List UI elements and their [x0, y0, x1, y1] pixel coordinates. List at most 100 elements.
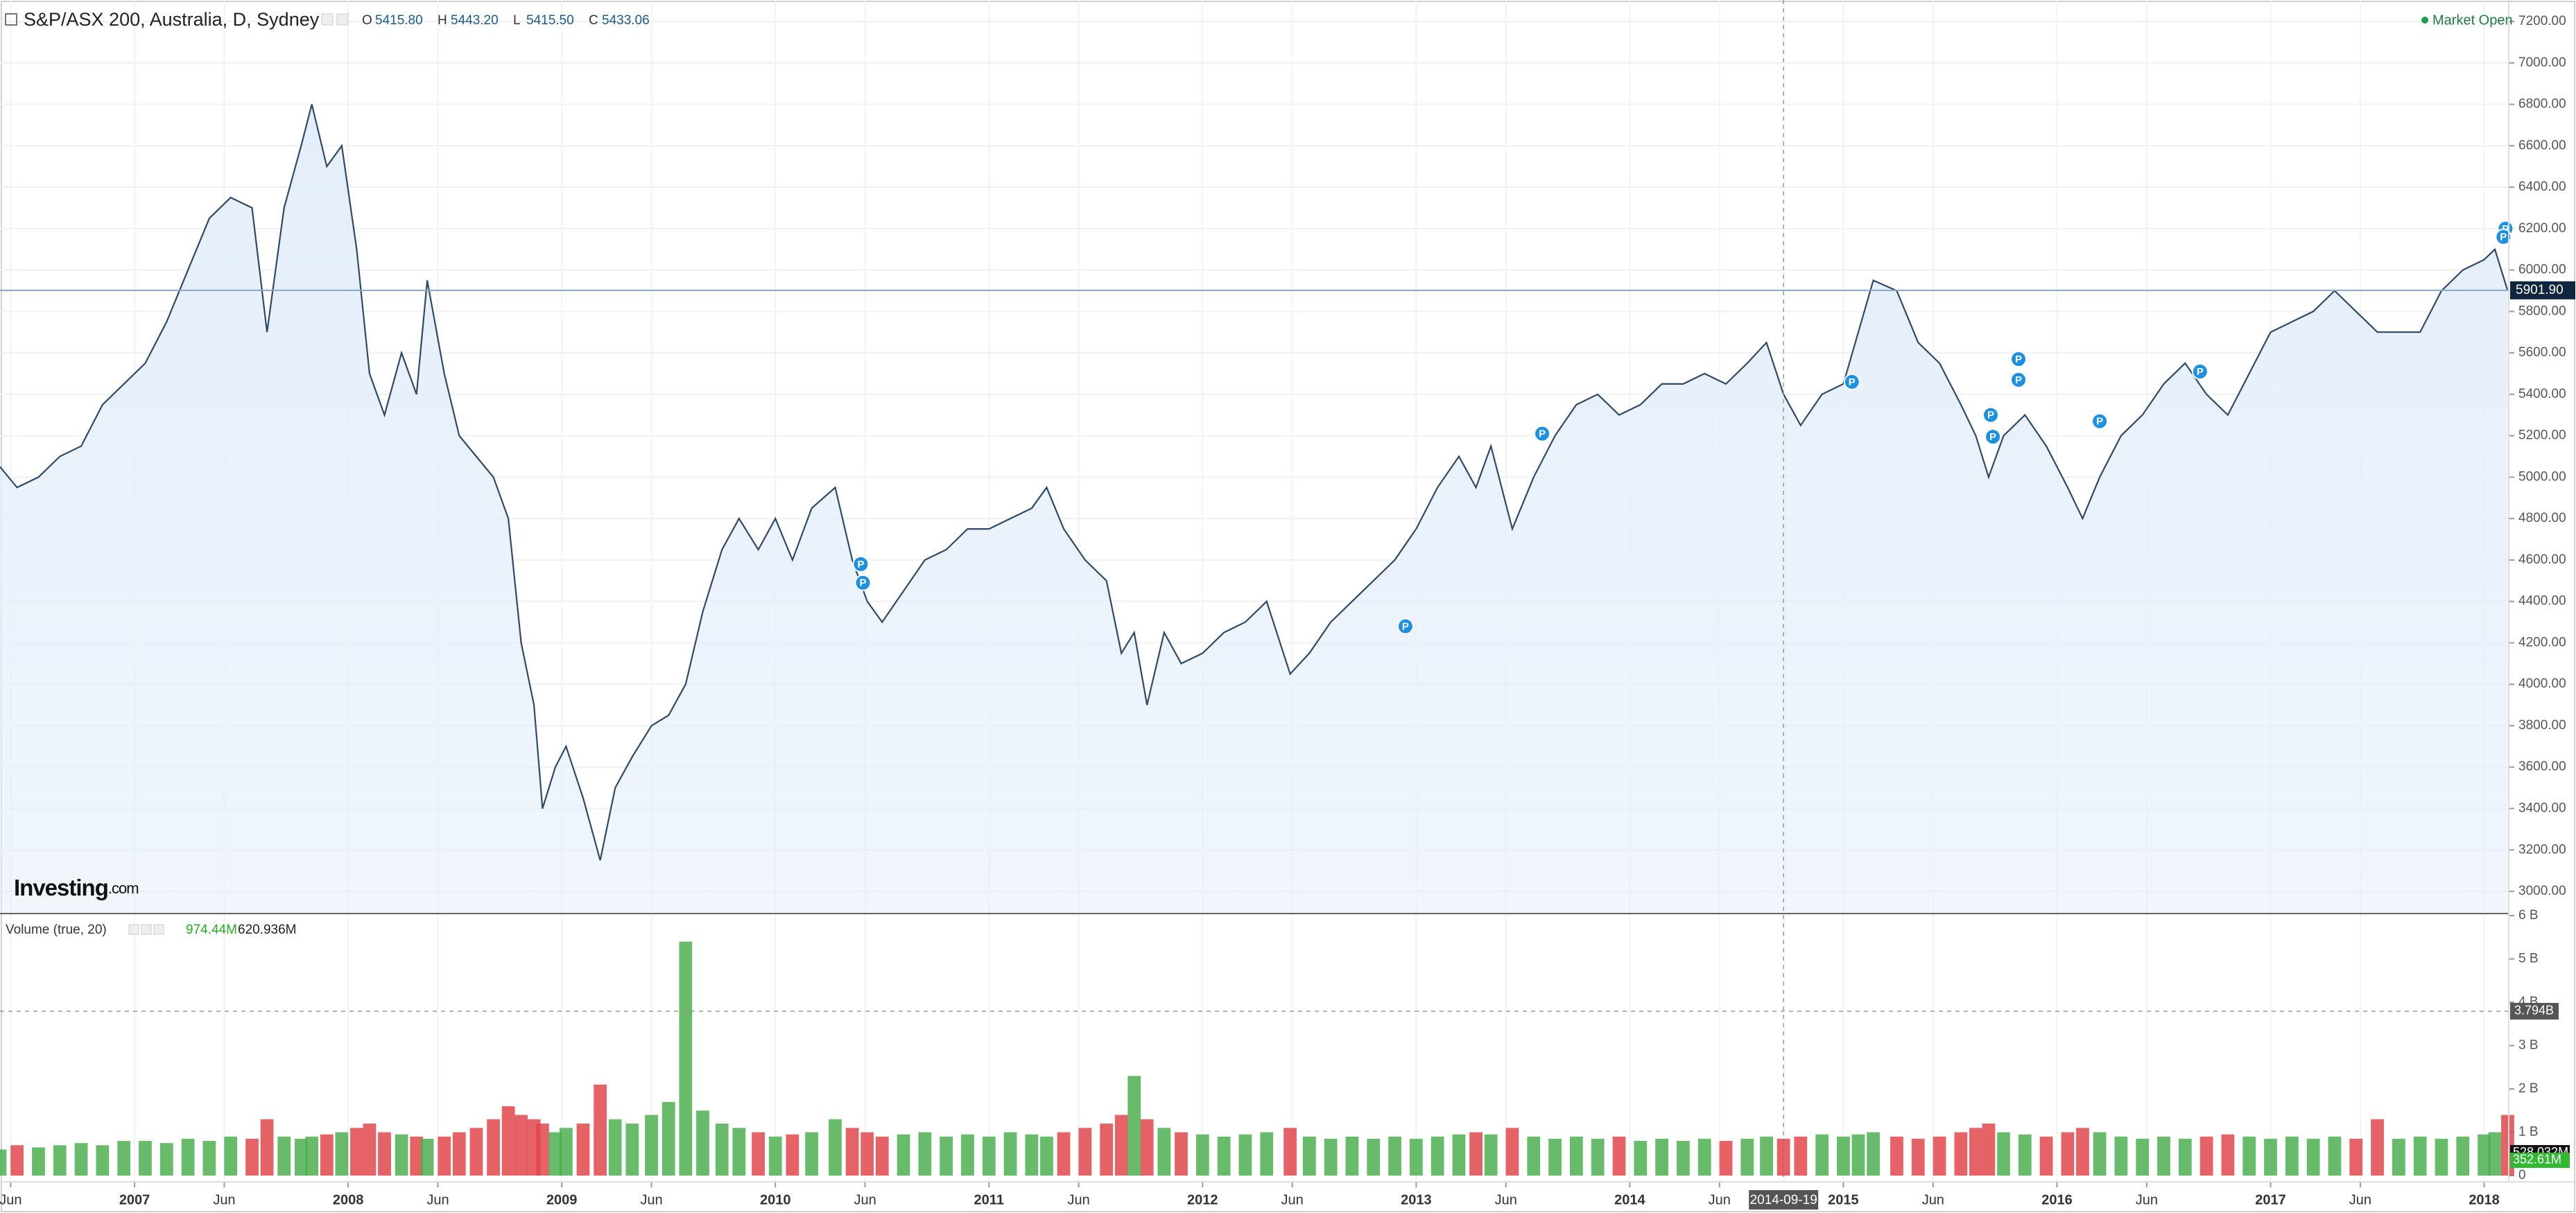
last-price-box	[2510, 281, 2575, 299]
event-marker	[1985, 428, 2002, 446]
volume-bar	[2488, 1132, 2502, 1176]
event-marker	[1534, 425, 1551, 442]
x-tick-label: 2018	[2469, 1192, 2500, 1207]
event-label: P	[2015, 354, 2022, 365]
volume-bar	[786, 1134, 799, 1176]
event-label: P	[2197, 366, 2204, 378]
event-label: P	[1402, 620, 1409, 632]
volume-bar	[420, 1138, 434, 1176]
volume-bar	[1195, 1134, 1209, 1176]
event-marker	[1397, 618, 1414, 635]
volume-bar	[1388, 1136, 1401, 1176]
y-tick-label: 7000.00	[2518, 55, 2566, 70]
icon[interactable]	[321, 13, 334, 26]
volume-bar	[452, 1132, 466, 1176]
volume-bar	[2413, 1136, 2427, 1176]
volume-bar	[1217, 1136, 1231, 1176]
market-status: Market Open	[2432, 12, 2513, 28]
volume-title: Volume (true, 20)	[6, 923, 107, 937]
event-label: P	[1987, 410, 1994, 421]
volume-bar	[918, 1132, 932, 1176]
y-tick-label: 3600.00	[2518, 760, 2566, 774]
volume-bar	[2076, 1128, 2089, 1176]
volume-bar	[2157, 1136, 2170, 1176]
volume-bar	[875, 1136, 889, 1176]
volume-bar	[594, 1084, 607, 1176]
volume-bar	[1127, 1076, 1141, 1176]
ohlc-value: 5443.20	[451, 13, 499, 28]
volume-bar	[0, 1149, 7, 1176]
x-tick-label: Jun	[2136, 1192, 2158, 1207]
x-tick-label: 2017	[2255, 1192, 2286, 1207]
volume-bar	[1025, 1134, 1039, 1176]
ohlc-value: 5433.06	[602, 13, 650, 28]
y-tick-label: 3200.00	[2518, 842, 2566, 857]
icon[interactable]	[141, 924, 152, 935]
volume-bar	[1655, 1138, 1668, 1176]
icon[interactable]	[336, 13, 349, 26]
volume-bar	[2199, 1136, 2213, 1176]
volume-bar	[1345, 1136, 1359, 1176]
volume-bar	[1409, 1138, 1423, 1176]
y-tick-label: 4200.00	[2518, 635, 2566, 649]
x-tick-label: Jun	[1495, 1192, 1517, 1207]
icon[interactable]	[128, 924, 139, 935]
volume-bar	[536, 1124, 549, 1176]
crosshair-date: 2014-09-19	[1750, 1193, 1817, 1207]
y-tick-label: 4800.00	[2518, 511, 2566, 525]
volume-bar	[662, 1101, 675, 1176]
crosshair-value-box	[2510, 1002, 2559, 1020]
event-label: P	[857, 559, 864, 570]
icon[interactable]	[153, 924, 164, 935]
volume-bar	[608, 1119, 622, 1176]
volume-bar	[515, 1115, 528, 1176]
event-label: P	[1989, 431, 1996, 443]
volume-bar	[2018, 1134, 2032, 1176]
x-tick-label: Jun	[1922, 1192, 1944, 1207]
volume-bar	[1634, 1141, 1648, 1176]
y-tick-label: 6800.00	[2518, 97, 2566, 112]
volume-bar	[96, 1145, 110, 1176]
volume-bar	[1911, 1138, 1925, 1176]
volume-bar	[438, 1136, 451, 1176]
volume-bar	[1238, 1134, 1252, 1176]
volume-bar	[2306, 1138, 2320, 1176]
volume-bar	[1469, 1132, 1483, 1176]
volume-bar	[679, 941, 693, 1176]
volume-bar	[1283, 1128, 1297, 1176]
event-label: P	[859, 577, 866, 589]
x-tick-label: Jun	[640, 1192, 662, 1207]
y-tick-label: 6600.00	[2518, 138, 2566, 152]
volume-bar	[159, 1143, 173, 1176]
y-tick-label: 3000.00	[2518, 884, 2566, 898]
collapse-button[interactable]	[5, 13, 17, 26]
event-marker	[2010, 371, 2028, 388]
volume-bar	[1367, 1138, 1381, 1176]
y-tick-label: 3400.00	[2518, 801, 2566, 815]
volume-bar	[1078, 1128, 1092, 1176]
volume-bar	[1954, 1132, 1968, 1176]
volume-bar	[245, 1138, 259, 1176]
volume-bar	[410, 1136, 424, 1176]
volume-bar	[277, 1136, 291, 1176]
volume-bar	[2242, 1136, 2256, 1176]
x-tick-label: Jun	[1709, 1192, 1731, 1207]
volume-bar	[1851, 1134, 1865, 1176]
volume-bar	[1260, 1132, 1274, 1176]
volume-bar	[2264, 1138, 2277, 1176]
volume-bar	[2093, 1132, 2107, 1176]
y-tick-label: 6400.00	[2518, 180, 2566, 194]
volume-bar	[10, 1145, 24, 1176]
y-tick-label: 5 B	[2518, 952, 2539, 966]
volume-bar	[294, 1138, 308, 1176]
volume-bar	[1569, 1136, 1583, 1176]
x-tick-label: Jun	[2349, 1192, 2371, 1207]
volume-bar	[1114, 1115, 1128, 1176]
volume-bar	[1740, 1138, 1754, 1176]
logo-brand: Investing	[14, 875, 108, 900]
x-tick-label: 2014	[1614, 1192, 1645, 1207]
volume-bar	[982, 1136, 996, 1176]
crosshair-value: 3.794B	[2514, 1004, 2554, 1018]
volume-bar	[1003, 1132, 1017, 1176]
volume-bar	[2114, 1136, 2128, 1176]
